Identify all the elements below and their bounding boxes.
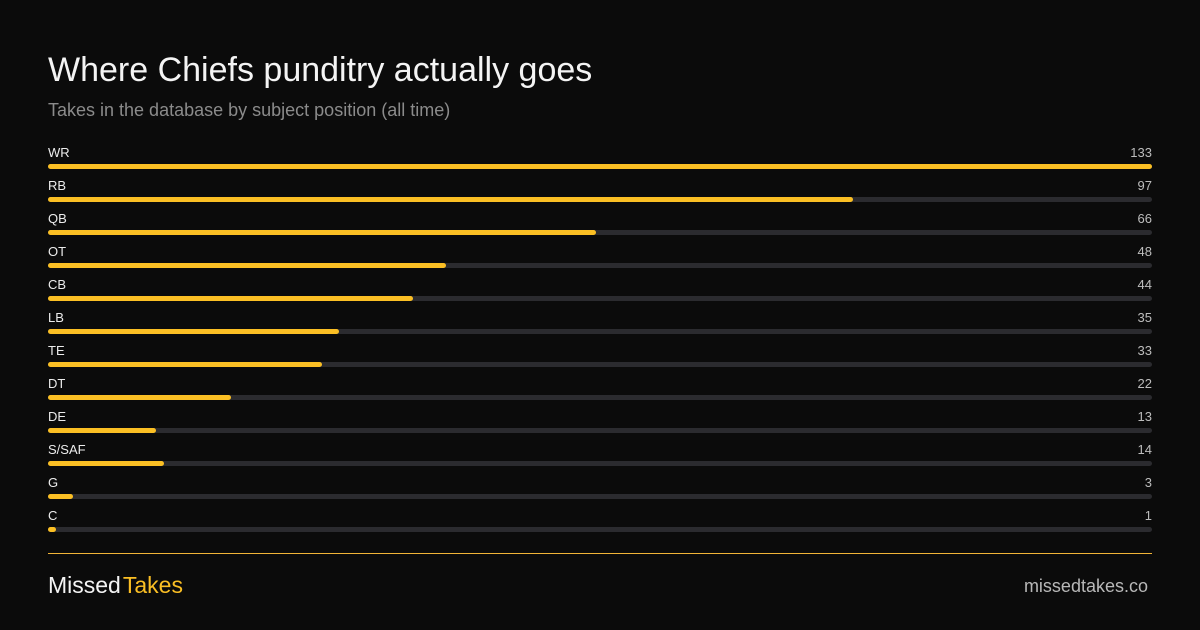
bar bbox=[48, 362, 322, 367]
bar-label: DT bbox=[48, 376, 66, 391]
bar-value-label: 35 bbox=[1137, 310, 1152, 325]
bar-label: WR bbox=[48, 145, 70, 160]
bar-value-label: 44 bbox=[1137, 277, 1152, 292]
bar-row: LB 35 bbox=[48, 308, 1152, 341]
bar-label: QB bbox=[48, 211, 67, 226]
bar bbox=[48, 494, 73, 499]
bar-track bbox=[48, 461, 1152, 466]
chart-subtitle: Takes in the database by subject positio… bbox=[48, 100, 451, 120]
site-domain: missedtakes.co bbox=[1023, 576, 1148, 596]
bar-row: RB 97 bbox=[48, 176, 1152, 209]
bar-track bbox=[48, 296, 1152, 301]
bar bbox=[48, 230, 596, 235]
bar-label: TE bbox=[48, 343, 65, 358]
bar-track bbox=[48, 164, 1152, 169]
bar-track bbox=[48, 494, 1152, 499]
bar-track bbox=[48, 329, 1152, 334]
bar-track bbox=[48, 230, 1152, 235]
bar bbox=[48, 263, 447, 268]
bar-value-label: 13 bbox=[1137, 409, 1152, 424]
bar-row: CB 44 bbox=[48, 275, 1152, 308]
bar-chart: WR 133 RB 97 QB 66 OT 48 CB 44 LB 35 TE 33 DT 22 DE 13 S/S… bbox=[48, 143, 1152, 539]
bar-row: QB 66 bbox=[48, 209, 1152, 242]
bar bbox=[48, 197, 854, 202]
bar-track bbox=[48, 428, 1152, 433]
bar bbox=[48, 296, 414, 301]
brand-name-part1: Missed bbox=[48, 572, 121, 598]
bar-label: OT bbox=[48, 244, 67, 259]
bar-row: OT 48 bbox=[48, 242, 1152, 275]
chart-title: Where Chiefs punditry actually goes bbox=[48, 51, 593, 89]
bar-track bbox=[48, 362, 1152, 367]
bar-track bbox=[48, 197, 1152, 202]
bar-track bbox=[48, 527, 1152, 532]
bar-value-label: 66 bbox=[1137, 211, 1152, 226]
bar-label: LB bbox=[48, 310, 64, 325]
bar-row: S/SAF 14 bbox=[48, 440, 1152, 473]
bar bbox=[48, 527, 57, 532]
bar-value-label: 1 bbox=[1144, 508, 1152, 523]
brand-logo: MissedTakes bbox=[48, 571, 183, 599]
brand-name-part2: Takes bbox=[122, 572, 183, 598]
bar bbox=[48, 329, 339, 334]
bar-label: CB bbox=[48, 277, 67, 292]
bar-row: DT 22 bbox=[48, 374, 1152, 407]
bar-value-label: 48 bbox=[1137, 244, 1152, 259]
bar-value-label: 22 bbox=[1137, 376, 1152, 391]
bar bbox=[48, 164, 1152, 169]
bar bbox=[48, 395, 231, 400]
bar-value-label: 133 bbox=[1130, 145, 1152, 160]
bar-label: S/SAF bbox=[48, 442, 86, 457]
bar-value-label: 33 bbox=[1137, 343, 1152, 358]
bar-label: G bbox=[48, 475, 59, 490]
bar-value-label: 3 bbox=[1144, 475, 1152, 490]
bar bbox=[48, 428, 156, 433]
bar-label: RB bbox=[48, 178, 67, 193]
bar-row: WR 133 bbox=[48, 143, 1152, 176]
bar bbox=[48, 461, 165, 466]
bar-track bbox=[48, 263, 1152, 268]
bar-value-label: 14 bbox=[1137, 442, 1152, 457]
footer-divider bbox=[48, 553, 1152, 554]
bar-label: DE bbox=[48, 409, 67, 424]
bar-track bbox=[48, 395, 1152, 400]
bar-row: DE 13 bbox=[48, 407, 1152, 440]
bar-value-label: 97 bbox=[1137, 178, 1152, 193]
bar-row: TE 33 bbox=[48, 341, 1152, 374]
bar-label: C bbox=[48, 508, 58, 523]
